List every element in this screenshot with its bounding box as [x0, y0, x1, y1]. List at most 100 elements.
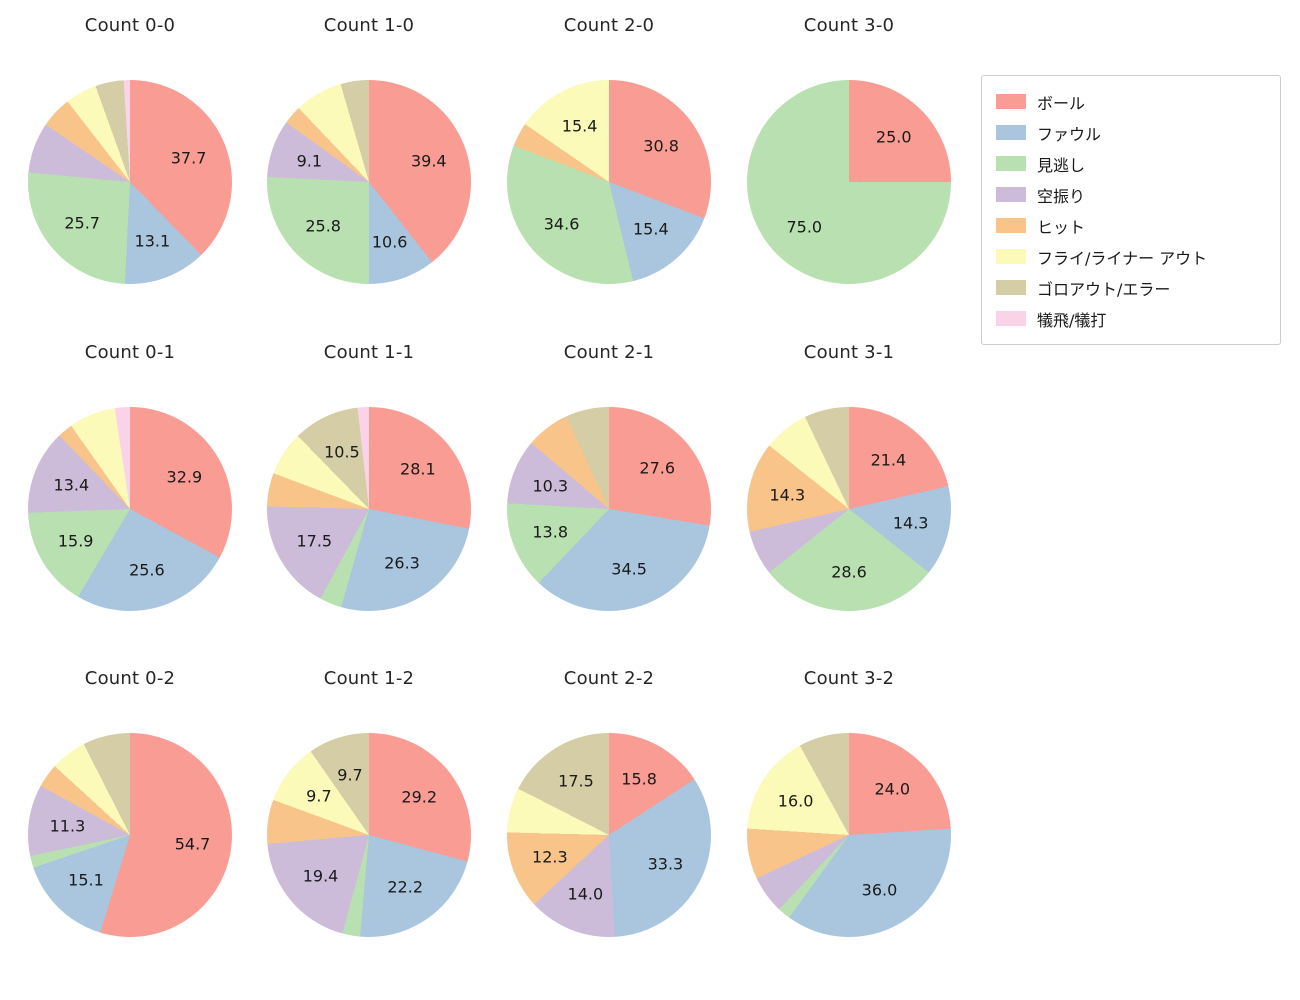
chart-cell-count-3-0: Count 3-0 25.0 75.0 — [729, 15, 969, 284]
slice-label: 15.1 — [68, 870, 104, 890]
legend-label: 犠飛/犠打 — [1037, 310, 1107, 330]
slice-label: 54.7 — [174, 834, 211, 854]
chart-cell-count-1-1: Count 1-1 28.1 26.3 17.5 10.5 — [249, 342, 489, 611]
legend-item-hit: ヒット — [996, 210, 1266, 241]
pie-count-2-1: 27.6 34.5 13.8 10.3 — [507, 407, 711, 611]
legend-swatch-sacrifice — [996, 311, 1026, 326]
legend-swatch-ball — [996, 94, 1026, 109]
chart-title: Count 3-0 — [803, 15, 895, 36]
chart-cell-count-0-0: Count 0-0 37.7 13.1 25.7 — [10, 15, 250, 284]
pie-count-0-1: 32.9 25.6 15.9 13.4 — [28, 407, 232, 611]
slice-label: 15.8 — [621, 769, 657, 789]
slice-label: 10.6 — [371, 232, 408, 252]
slice-label: 14.3 — [769, 485, 806, 505]
legend-swatch-hit — [996, 218, 1026, 233]
slice-label: 25.6 — [129, 560, 165, 580]
pie-count-1-2: 29.2 22.2 19.4 9.7 9.7 — [267, 733, 471, 937]
slice-label: 25.0 — [875, 127, 912, 147]
slice-label: 13.8 — [532, 522, 568, 542]
slice-label: 25.7 — [64, 213, 100, 233]
legend-label: ヒット — [1037, 217, 1086, 237]
slice-label: 36.0 — [861, 880, 898, 900]
legend-label: ボール — [1037, 93, 1086, 113]
pie-count-0-0: 37.7 13.1 25.7 — [28, 80, 232, 284]
slice-label: 9.7 — [306, 786, 332, 806]
slice-label: 9.7 — [337, 765, 363, 785]
chart-title: Count 0-0 — [84, 15, 176, 36]
chart-cell-count-2-0: Count 2-0 30.8 15.4 34.6 15.4 — [489, 15, 729, 284]
legend-swatch-groundout-error — [996, 280, 1026, 295]
pie-count-0-2: 54.7 15.1 11.3 — [28, 733, 232, 937]
legend-label: ゴロアウト/エラー — [1037, 279, 1171, 299]
pie-count-3-2: 24.0 36.0 16.0 — [747, 733, 951, 937]
pie-count-3-0: 25.0 75.0 — [747, 80, 951, 284]
slice-label: 15.4 — [561, 116, 598, 136]
slice-label: 19.4 — [302, 866, 339, 886]
slice-label: 9.1 — [296, 151, 323, 171]
slice-label: 14.0 — [567, 884, 604, 904]
legend-item-swinging-strike: 空振り — [996, 179, 1266, 210]
chart-cell-count-0-2: Count 0-2 54.7 15.1 11.3 — [10, 668, 250, 937]
slice-label: 75.0 — [786, 217, 823, 237]
legend-item-foul: ファウル — [996, 117, 1266, 148]
chart-cell-count-3-1: Count 3-1 21.4 14.3 28.6 14.3 — [729, 342, 969, 611]
legend-swatch-foul — [996, 125, 1026, 140]
chart-cell-count-3-2: Count 3-2 24.0 36.0 16.0 — [729, 668, 969, 937]
chart-title: Count 1-1 — [323, 342, 415, 363]
legend-swatch-fly-liner-out — [996, 249, 1026, 264]
pie-count-1-1: 28.1 26.3 17.5 10.5 — [267, 407, 471, 611]
legend-swatch-called-strike — [996, 156, 1026, 171]
slice-label: 24.0 — [874, 779, 911, 799]
chart-cell-count-2-1: Count 2-1 27.6 34.5 13.8 10.3 — [489, 342, 729, 611]
slice-label: 10.5 — [324, 442, 360, 462]
chart-title: Count 2-2 — [563, 668, 655, 689]
chart-title: Count 2-1 — [563, 342, 655, 363]
legend-label: 見逃し — [1037, 155, 1086, 175]
slice-label: 14.3 — [892, 513, 929, 533]
legend: ボール ファウル 見逃し 空振り ヒット フライ/ライナー アウト ゴロアウト/… — [981, 75, 1281, 345]
legend-item-ball: ボール — [996, 86, 1266, 117]
slice-label: 37.7 — [170, 148, 207, 168]
chart-title: Count 1-0 — [323, 15, 415, 36]
slice-label: 32.9 — [166, 467, 203, 487]
slice-label: 34.6 — [543, 214, 580, 234]
slice-label: 28.1 — [400, 459, 436, 479]
chart-title: Count 2-0 — [563, 15, 655, 36]
slice-label: 27.6 — [639, 458, 676, 478]
chart-cell-count-1-2: Count 1-2 29.2 22.2 19.4 9.7 9.7 — [249, 668, 489, 937]
chart-cell-count-0-1: Count 0-1 32.9 25.6 15.9 13.4 — [10, 342, 250, 611]
slice-label: 34.5 — [611, 559, 647, 579]
pie-count-1-0: 39.4 10.6 25.8 9.1 — [267, 80, 471, 284]
slice-label: 11.3 — [49, 816, 86, 836]
slice-label: 17.5 — [558, 771, 594, 791]
chart-title: Count 3-1 — [803, 342, 895, 363]
legend-label: フライ/ライナー アウト — [1037, 248, 1208, 268]
legend-swatch-swinging-strike — [996, 187, 1026, 202]
chart-title: Count 0-1 — [84, 342, 176, 363]
legend-item-fly-liner-out: フライ/ライナー アウト — [996, 241, 1266, 272]
slice-label: 30.8 — [643, 136, 679, 156]
legend-label: ファウル — [1037, 124, 1102, 144]
legend-item-called-strike: 見逃し — [996, 148, 1266, 179]
chart-title: Count 0-2 — [84, 668, 176, 689]
slice-label: 22.2 — [387, 877, 423, 897]
pie-count-2-2: 15.8 33.3 14.0 12.3 17.5 — [507, 733, 711, 937]
pie-count-2-0: 30.8 15.4 34.6 15.4 — [507, 80, 711, 284]
slice-label: 29.2 — [401, 787, 438, 807]
slice-label: 13.4 — [53, 475, 90, 495]
legend-item-groundout-error: ゴロアウト/エラー — [996, 272, 1266, 303]
slice-label: 21.4 — [870, 450, 907, 470]
slice-label: 12.3 — [532, 847, 568, 867]
pie-count-3-1: 21.4 14.3 28.6 14.3 — [747, 407, 951, 611]
slice-label: 15.4 — [633, 219, 669, 239]
slice-label: 33.3 — [647, 854, 684, 874]
slice-label: 15.9 — [57, 531, 94, 551]
slice-label: 25.8 — [305, 216, 341, 236]
legend-label: 空振り — [1037, 186, 1086, 206]
slice-label: 17.5 — [296, 531, 333, 551]
slice-label: 39.4 — [410, 151, 447, 171]
legend-item-sacrifice: 犠飛/犠打 — [996, 303, 1266, 334]
slice-label: 16.0 — [777, 791, 814, 811]
chart-cell-count-1-0: Count 1-0 39.4 10.6 25.8 9.1 — [249, 15, 489, 284]
